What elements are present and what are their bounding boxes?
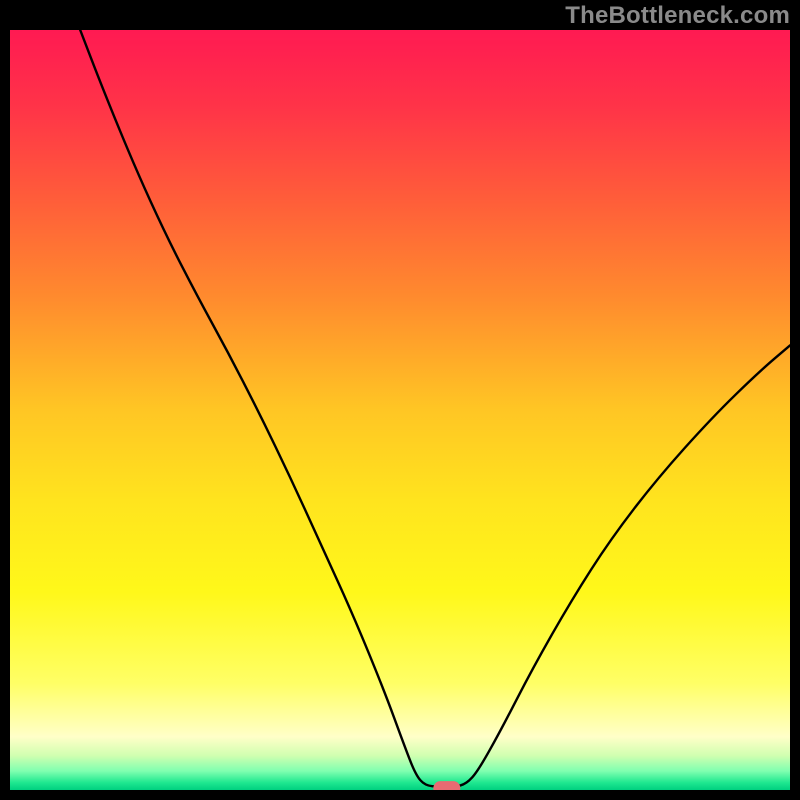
gradient-background [10, 30, 790, 790]
chart-frame: TheBottleneck.com [0, 0, 800, 800]
optimal-point-marker [433, 782, 460, 790]
gradient-plot-area [10, 30, 790, 790]
watermark-text: TheBottleneck.com [565, 2, 790, 30]
plot-svg [10, 30, 790, 790]
